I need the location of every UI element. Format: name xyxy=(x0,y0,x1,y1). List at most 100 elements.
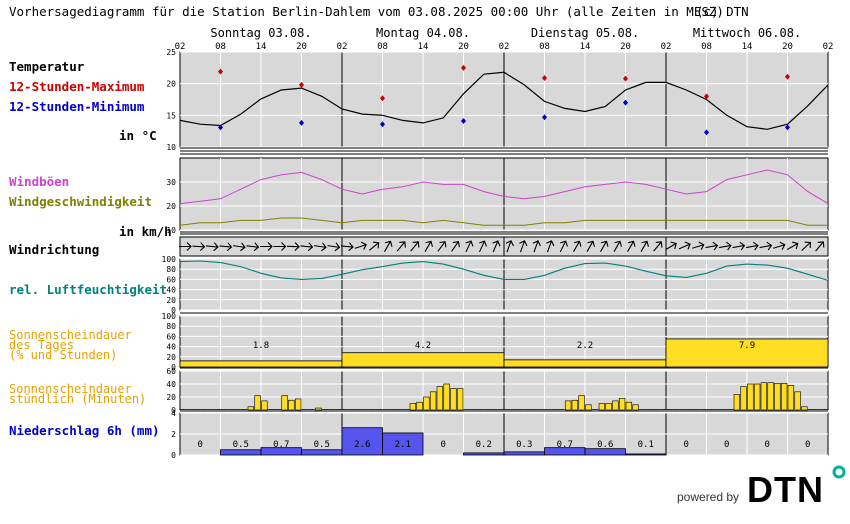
min-point xyxy=(461,118,466,125)
day-label: Montag 04.08. xyxy=(376,26,470,40)
wind-arrow xyxy=(465,240,474,253)
y-tick-label: 40 xyxy=(166,286,176,295)
wind-arrow xyxy=(627,240,636,252)
daily-sunshine-label: 2.2 xyxy=(577,341,593,351)
precip-value-label: 0 xyxy=(684,440,689,450)
wind-arrow-shape xyxy=(396,241,406,252)
hourly-sunshine-bar xyxy=(787,384,795,411)
hourly-sunshine-bar xyxy=(747,383,754,411)
hourly-sunshine-bar xyxy=(456,388,464,411)
wind-arrow-shape xyxy=(205,242,219,252)
precip-bar xyxy=(341,427,383,456)
wind-arrow xyxy=(732,241,746,251)
label-windrichtung: Windrichtung xyxy=(9,242,99,257)
wind-arrow xyxy=(396,241,406,252)
wind-arrow-shape xyxy=(600,240,609,252)
hourly-sunshine-bar xyxy=(598,403,606,411)
wind-arrow-shape xyxy=(192,242,206,252)
max-point xyxy=(461,64,466,71)
min-point xyxy=(218,124,223,131)
hour-tick-label: 20 xyxy=(296,42,307,52)
wind-arrow-shape xyxy=(313,242,327,252)
wind-arrow xyxy=(586,240,595,252)
day-label: Mittwoch 06.08. xyxy=(693,26,801,40)
label-sonne-tag-3: (% und Stunden) xyxy=(9,348,117,362)
wind-arrow xyxy=(665,241,677,250)
label-niederschlag: Niederschlag 6h (mm) xyxy=(9,423,160,438)
wind-arrow xyxy=(519,240,528,253)
label-temp-unit: in °C xyxy=(119,128,157,143)
wind-arrow-shape xyxy=(665,241,677,250)
wind-arrow-shape xyxy=(246,242,260,252)
hour-tick-label: 08 xyxy=(215,42,226,52)
label-sonne-tag-1: Sonnenscheindauer xyxy=(9,328,132,342)
wind-arrow-shape xyxy=(627,240,636,252)
wind-arrow xyxy=(745,241,759,251)
label-wind-unit: in km/h xyxy=(119,224,172,239)
y-tick-label: 0 xyxy=(171,306,176,315)
max-point xyxy=(218,68,223,75)
wind-arrow xyxy=(369,241,380,251)
min-point xyxy=(299,119,304,126)
hourly-sunshine-bar xyxy=(794,391,801,411)
y-tick-label: 80 xyxy=(166,265,176,274)
wind-arrow-shape xyxy=(260,242,273,251)
wind-arrow xyxy=(559,240,568,253)
precip-bar xyxy=(301,449,343,456)
wind-arrow xyxy=(532,240,541,253)
y-tick-label: 40 xyxy=(166,343,176,352)
hourly-sunshine-bar xyxy=(612,400,619,411)
wind-arrow xyxy=(437,241,447,252)
wind-arrow-shape xyxy=(546,240,555,253)
powered-by: powered by xyxy=(677,490,739,504)
wind-arrow-shape xyxy=(465,240,474,253)
wind-arrow-shape xyxy=(232,242,246,252)
y-tick-label: 0 xyxy=(171,363,176,372)
copyright: (c) DTN xyxy=(696,4,749,19)
wind-arrow-shape xyxy=(492,240,501,253)
wind-arrow xyxy=(718,241,732,251)
hourly-sunshine-bar xyxy=(281,395,288,411)
y-tick-label: 0 xyxy=(171,451,176,460)
wind-arrow-shape xyxy=(815,241,825,252)
y-tick-label: 20 xyxy=(166,80,176,89)
y-tick-label: 60 xyxy=(166,367,176,376)
hour-tick-label: 02 xyxy=(661,42,672,52)
min-point xyxy=(704,129,709,136)
wind-arrow xyxy=(327,242,341,252)
y-tick-label: 25 xyxy=(166,48,176,57)
hourly-sunshine-bar xyxy=(780,383,788,411)
wind-arrow-shape xyxy=(705,241,719,251)
hourly-sunshine-bar xyxy=(625,401,633,411)
wind-arrow-shape xyxy=(613,240,622,252)
temperature-line xyxy=(179,71,829,130)
wind-arrow xyxy=(478,240,487,253)
wind-arrow xyxy=(492,240,501,253)
daily-sunshine-bar xyxy=(179,360,343,368)
precip-value-label: 0 xyxy=(198,440,203,450)
wind-arrow xyxy=(653,241,663,252)
precip-bar xyxy=(584,448,626,456)
y-tick-label: 100 xyxy=(162,255,177,264)
wind-arrow-shape xyxy=(354,241,367,250)
wind-arrow-shape xyxy=(273,242,287,251)
gust-line xyxy=(179,169,829,205)
min-point xyxy=(380,121,385,128)
wind-arrow xyxy=(286,242,300,251)
y-tick-label: 20 xyxy=(166,296,176,305)
wind-arrow-shape xyxy=(179,242,192,251)
precip-value-label: 0.7 xyxy=(273,440,289,450)
hourly-sunshine-bar xyxy=(618,397,626,411)
wind-arrow-shape xyxy=(505,240,514,253)
precip-bar xyxy=(382,432,424,456)
wind-arrow-shape xyxy=(451,240,460,252)
wind-arrow-shape xyxy=(745,241,759,251)
wind-arrow xyxy=(546,240,555,253)
hourly-sunshine-bar xyxy=(436,386,444,411)
y-tick-label: 4 xyxy=(171,409,176,418)
wind-arrow-shape xyxy=(369,241,380,251)
precip-value-label: 0.5 xyxy=(233,440,249,450)
wind-arrow-shape xyxy=(340,242,354,252)
wind-arrow xyxy=(260,242,273,251)
